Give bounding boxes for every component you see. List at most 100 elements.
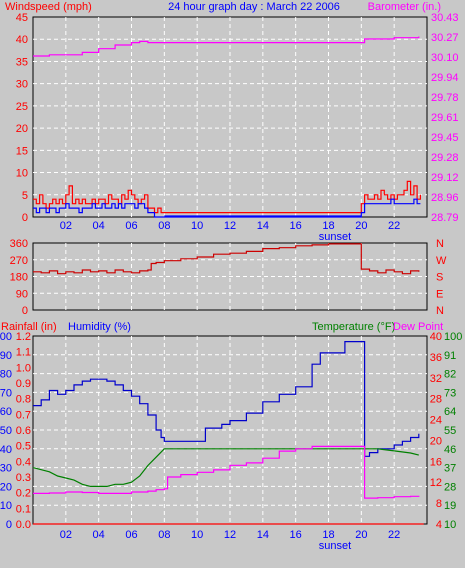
- humidity-time-tick-label: 16: [290, 529, 302, 541]
- wind-direction-line: [33, 243, 420, 275]
- rainfall-axis-title: Rainfall (in): [1, 321, 57, 333]
- windspeed-tick-label: 45: [16, 12, 28, 24]
- temperature-axis-title: Temperature (°F): [312, 321, 395, 333]
- wind-time-tick-label: 22: [388, 220, 400, 232]
- temperature-outer-tick-label: 19: [444, 500, 456, 512]
- direction-degree-tick-label: 90: [16, 288, 28, 300]
- humidity-tick-label: 80: [0, 369, 12, 381]
- wind-time-tick-label: 12: [224, 220, 236, 232]
- humidity-tick-label: 40: [0, 444, 12, 456]
- temperature-outer-tick-label: 37: [444, 463, 456, 475]
- temperature-line: [32, 448, 419, 487]
- temperature-outer-tick-label: 28: [444, 481, 456, 493]
- humidity-time-tick-label: 18: [322, 529, 334, 541]
- windspeed-tick-label: 35: [16, 56, 28, 68]
- humidity-tick-label: 60: [0, 406, 12, 418]
- temperature-inner-tick-label: 8: [436, 498, 442, 510]
- barometer-tick-label: 29.94: [431, 72, 459, 84]
- humidity-tick-label: 30: [0, 463, 12, 475]
- humidity-time-tick-label: 10: [191, 529, 203, 541]
- rainfall-tick-label: 0.3: [16, 472, 31, 484]
- humidity-time-tick-label: 04: [93, 529, 105, 541]
- barometer-line: [33, 36, 420, 57]
- temperature-inner-tick-label: 40: [430, 331, 442, 343]
- wind-time-tick-label: 16: [290, 220, 302, 232]
- wind-time-tick-label: 10: [191, 220, 203, 232]
- humidity-time-tick-label: 14: [257, 529, 269, 541]
- barometer-tick-label: 30.10: [431, 52, 459, 64]
- barometer-tick-label: 30.27: [431, 32, 459, 44]
- windspeed-tick-label: 10: [16, 168, 28, 180]
- barometer-axis-title: Barometer (in.): [368, 1, 441, 13]
- humidity-time-tick-label: 20: [355, 529, 367, 541]
- direction-degree-tick-label: 180: [10, 272, 28, 284]
- windspeed-tick-label: 15: [16, 145, 28, 157]
- temperature-outer-tick-label: 100: [444, 331, 462, 343]
- rainfall-tick-label: 0.4: [16, 456, 31, 468]
- temperature-inner-tick-label: 28: [430, 394, 442, 406]
- wind-time-tick-label: 02: [60, 220, 72, 232]
- rainfall-tick-label: 0.0: [16, 519, 31, 531]
- wind-time-tick-label: 06: [125, 220, 137, 232]
- temperature-outer-tick-label: 82: [444, 369, 456, 381]
- humidity-axis-title: Humidity (%): [68, 321, 131, 333]
- compass-tick-label: N: [436, 305, 444, 317]
- temperature-inner-tick-label: 4: [436, 519, 442, 531]
- rainfall-tick-label: 0.1: [16, 503, 31, 515]
- humidity-line: [33, 341, 420, 457]
- humidity-time-tick-label: 02: [60, 529, 72, 541]
- humidity-tick-label: 90: [0, 350, 12, 362]
- humidity-tick-label: 100: [0, 331, 12, 343]
- rainfall-tick-label: 0.5: [16, 441, 31, 453]
- windspeed-tick-label: 5: [22, 190, 28, 202]
- humidity-tick-label: 70: [0, 387, 12, 399]
- rainfall-tick-label: 0.2: [16, 488, 31, 500]
- humidity-tick-label: 10: [0, 500, 12, 512]
- barometer-tick-label: 29.28: [431, 152, 459, 164]
- direction-degree-tick-label: 270: [10, 255, 28, 267]
- humidity-tick-label: 0: [6, 519, 12, 531]
- windspeed-axis-title: Windspeed (mph): [5, 1, 92, 13]
- rainfall-tick-label: 0.7: [16, 409, 31, 421]
- wind-time-tick-label: 04: [93, 220, 105, 232]
- sunset-label-bottom: sunset: [319, 540, 351, 552]
- humidity-tick-label: 50: [0, 425, 12, 437]
- temperature-outer-tick-label: 73: [444, 387, 456, 399]
- temperature-inner-tick-label: 16: [430, 456, 442, 468]
- wind-time-tick-label: 14: [257, 220, 269, 232]
- humidity-time-tick-label: 08: [158, 529, 170, 541]
- wind-time-tick-label: 18: [322, 220, 334, 232]
- barometer-tick-label: 29.12: [431, 172, 459, 184]
- humidity-tick-label: 20: [0, 481, 12, 493]
- temperature-outer-tick-label: 46: [444, 444, 456, 456]
- dew-point-line: [33, 445, 420, 499]
- sunset-label-top: sunset: [319, 231, 351, 243]
- temperature-outer-tick-label: 91: [444, 350, 456, 362]
- compass-tick-label: E: [436, 288, 443, 300]
- humidity-time-tick-label: 12: [224, 529, 236, 541]
- temperature-outer-tick-label: 64: [444, 406, 456, 418]
- compass-tick-label: N: [436, 238, 444, 250]
- barometer-tick-label: 28.96: [431, 192, 459, 204]
- temperature-inner-tick-label: 32: [430, 373, 442, 385]
- wind-average-line: [33, 198, 421, 218]
- dew-point-axis-title: Dew Point: [393, 321, 443, 333]
- humidity-time-tick-label: 06: [125, 529, 137, 541]
- rainfall-tick-label: 1.2: [16, 331, 31, 343]
- direction-degree-tick-label: 360: [10, 238, 28, 250]
- temperature-outer-tick-label: 55: [444, 425, 456, 437]
- direction-degree-tick-label: 0: [22, 305, 28, 317]
- windspeed-tick-label: 40: [16, 34, 28, 46]
- rainfall-tick-label: 0.8: [16, 394, 31, 406]
- windspeed-tick-label: 30: [16, 79, 28, 91]
- rainfall-tick-label: 1.0: [16, 362, 31, 374]
- temperature-inner-tick-label: 36: [430, 352, 442, 364]
- temperature-inner-tick-label: 24: [430, 415, 442, 427]
- rainfall-tick-label: 0.6: [16, 425, 31, 437]
- compass-tick-label: S: [436, 272, 443, 284]
- humidity-time-tick-label: 22: [388, 529, 400, 541]
- wind-gust-line: [33, 180, 421, 214]
- windspeed-tick-label: 0: [22, 212, 28, 224]
